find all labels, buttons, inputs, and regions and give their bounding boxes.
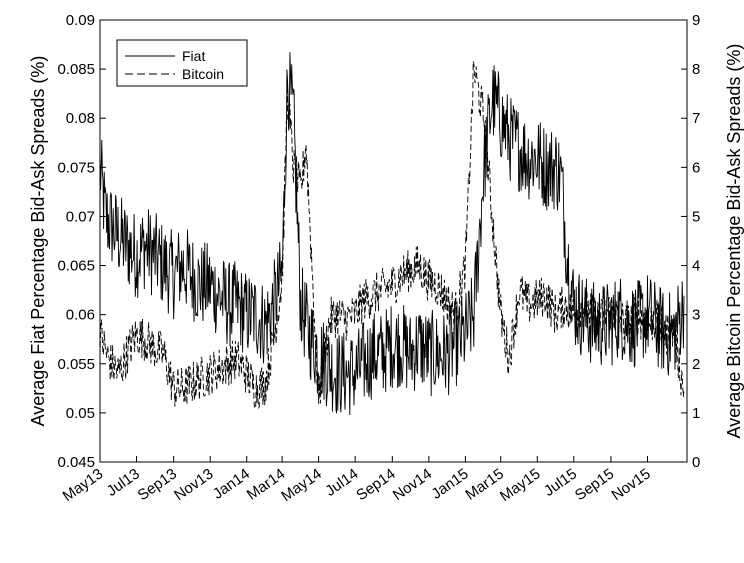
y-right-tick-label: 1	[692, 405, 700, 422]
y-left-tick-label: 0.06	[66, 307, 95, 324]
y-right-tick-label: 4	[692, 258, 700, 275]
y-left-tick-label: 0.045	[57, 454, 95, 471]
y-left-tick-label: 0.075	[57, 159, 95, 176]
legend-box	[116, 39, 248, 87]
legend-label-bitcoin: Bitcoin	[182, 66, 224, 82]
legend-label-fiat: Fiat	[182, 48, 205, 64]
series-line-bitcoin	[99, 61, 685, 410]
legend: Fiat Bitcoin	[116, 39, 248, 87]
plot-frame	[99, 19, 688, 463]
y-right-axis-title: Average Bitcoin Percentage Bid-Ask Sprea…	[724, 44, 744, 439]
series-layer	[99, 52, 685, 416]
y-right-tick-label: 8	[692, 61, 700, 78]
y-left-tick-label: 0.08	[66, 110, 95, 127]
y-left-tick-label: 0.09	[66, 12, 95, 29]
y-left-tick-label: 0.065	[57, 258, 95, 275]
y-right-tick-label: 7	[692, 110, 700, 127]
y-left-tick-label: 0.07	[66, 208, 95, 225]
y-left-tick-label: 0.085	[57, 61, 95, 78]
y-right-tick-label: 9	[692, 12, 700, 29]
y-left-tick-label: 0.055	[57, 356, 95, 373]
y-right-tick-label: 0	[692, 454, 700, 471]
y-right-tick-label: 3	[692, 307, 700, 324]
y-right-tick-label: 6	[692, 159, 700, 176]
y-right-tick-label: 2	[692, 356, 700, 373]
y-left-tick-label: 0.05	[66, 405, 95, 422]
y-right-tick-label: 5	[692, 208, 700, 225]
series-line-fiat	[99, 52, 685, 416]
y-left-axis-title: Average Fiat Percentage Bid-Ask Spreads …	[28, 56, 48, 427]
